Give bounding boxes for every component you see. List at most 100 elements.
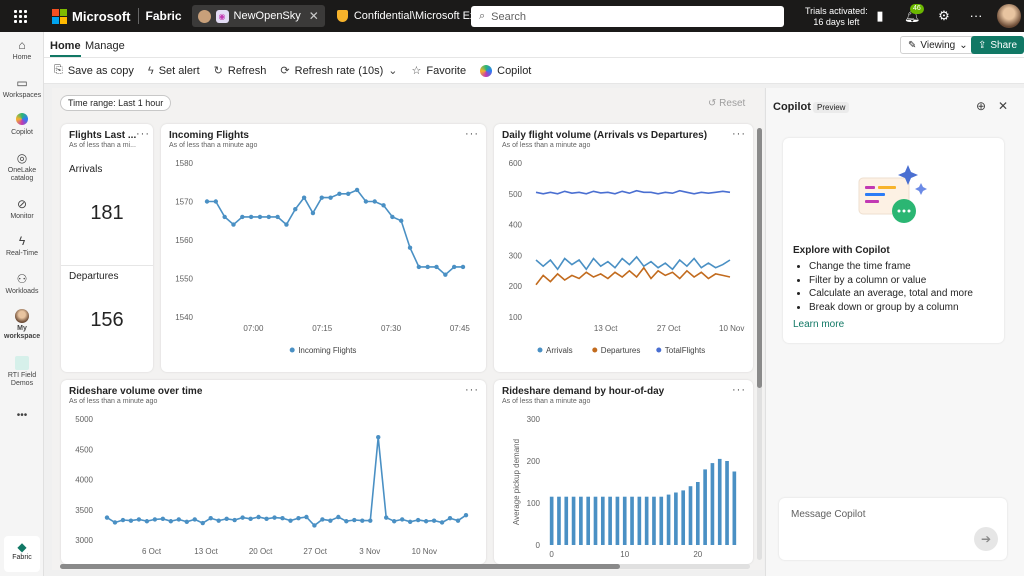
data-point [128,518,134,523]
trial-line1: Trials activated: [805,6,868,16]
trial-status[interactable]: Trials activated: 16 days left [805,6,868,28]
tile-menu-button[interactable]: ··· [732,384,746,396]
send-icon[interactable]: ➔ [974,527,998,551]
departures-label: Departures [69,271,119,282]
data-point [392,519,397,524]
rail-more-button[interactable]: ••• [16,410,28,421]
incoming-flights-tile[interactable]: Incoming Flights As of less than a minut… [161,124,486,372]
tile-subtitle: As of less than a minute ago [502,142,591,149]
bar [600,496,605,545]
save-as-copy-button[interactable]: ⎘ Save as copy [54,64,134,77]
data-point [280,516,285,521]
set-alert-button[interactable]: ϟ Set alert [148,65,200,77]
reset-button[interactable]: ↺ Reset [708,98,745,109]
x-tick-label: 07:00 [243,324,264,333]
refresh-button[interactable]: ↻ Refresh [214,64,267,78]
learn-more-link[interactable]: Learn more [793,319,845,330]
x-tick-label: 20 Oct [249,547,273,556]
rail-label: Home [12,54,32,61]
more-options-button[interactable]: ··· [969,8,983,23]
data-point [136,517,142,522]
daily-flight-volume-tile[interactable]: Daily flight volume (Arrivals vs Departu… [494,124,753,372]
refresh-rate-dropdown[interactable]: ⟳ Refresh rate (10s) ⌄ [280,64,397,78]
microsoft-logo[interactable]: Microsoft [52,8,131,24]
rail-item-workspaces[interactable]: ▭ Workspaces [0,76,44,100]
data-point [399,517,405,522]
share-button[interactable]: ⇪ Share [971,36,1024,54]
data-point [407,519,413,525]
fabric-switcher[interactable]: ◆ Fabric [4,536,40,572]
data-point [431,518,437,523]
data-point [310,210,316,216]
search-input[interactable]: ⌕ Search [471,6,784,27]
data-point [256,514,261,520]
preview-badge: Preview [813,102,850,113]
star-icon: ☆ [411,65,422,77]
y-tick-label: 5000 [75,415,93,424]
daily-flight-volume-chart: 600 500 400 300 200 100 13 Oct 27 Oct 10 Nov Arri… [509,159,745,355]
copilot-illustration-icon [858,165,927,223]
reset-icon: ↺ [708,98,717,109]
scrollbar-thumb[interactable] [60,564,620,569]
sensitivity-shield-icon [336,10,348,22]
tool-label: Refresh rate (10s) [294,64,384,77]
x-tick-label: 27 Oct [303,547,327,556]
x-tick-label: 20 [693,550,702,559]
data-point [407,245,413,250]
workloads-icon: ⚇ [16,272,28,286]
tab-home[interactable]: Home [50,40,81,57]
rail-label: Real-Time [5,250,39,257]
horizontal-scrollbar[interactable] [60,564,750,569]
y-tick-label: 1570 [175,198,193,207]
series-line [535,189,731,195]
close-icon[interactable]: ✕ [308,9,319,23]
y-tick-label: 0 [536,541,541,550]
data-point [363,199,369,204]
time-range-filter[interactable]: Time range: Last 1 hour [60,95,172,111]
rail-item-copilot[interactable]: Copilot [0,113,44,137]
viewing-mode-button[interactable]: ✎ Viewing ⌄ [900,36,976,54]
copilot-button[interactable]: Copilot [480,64,531,77]
app-launcher-button[interactable] [0,0,40,32]
data-point [257,214,263,220]
bar [557,496,561,545]
avatar[interactable] [997,4,1021,28]
flights-kpi-tile[interactable]: Flights Last ... As of less than a mi...… [61,124,153,372]
waffle-icon [13,9,27,23]
fabric-icon: ◆ [17,540,27,554]
rideshare-demand-tile[interactable]: Rideshare demand by hour-of-day As of le… [494,380,753,564]
bar [659,496,664,545]
suggestion-item: Calculate an average, total and more [809,287,973,301]
rail-item-onelake[interactable]: ◎ OneLake catalog [0,151,44,183]
close-icon[interactable]: ✕ [998,99,1009,113]
vertical-scrollbar[interactable] [757,128,762,560]
product-name[interactable]: Fabric [145,9,182,23]
data-point [337,191,342,196]
rail-item-realtime[interactable]: ϟ Real-Time [0,234,44,258]
copilot-icon [15,113,29,127]
open-item-tab[interactable]: ◉ NewOpenSky ✕ [191,5,325,27]
new-chat-icon[interactable]: ⊕ [976,99,987,113]
tile-menu-button[interactable]: ··· [732,128,746,140]
rail-item-home[interactable]: ⌂ Home [0,38,44,62]
rail-item-my-workspace[interactable]: My workspace [0,309,44,341]
tile-menu-button[interactable]: ··· [465,128,479,140]
panel-toggle-icon[interactable]: ▮ [876,8,884,23]
y-tick-label: 4500 [75,445,93,454]
data-point [376,434,381,440]
scrollbar-thumb[interactable] [757,128,762,388]
data-point [224,516,229,522]
rail-item-rti-demos[interactable]: RTI Field Demos [0,356,44,388]
tile-menu-button[interactable]: ··· [136,128,150,140]
tile-title: Rideshare volume over time [69,386,203,397]
data-point [415,517,421,523]
tile-menu-button[interactable]: ··· [465,384,479,396]
gear-icon[interactable]: ⚙ [938,8,950,23]
tab-manage[interactable]: Manage [85,40,125,52]
data-point [390,214,395,220]
rideshare-volume-tile[interactable]: Rideshare volume over time As of less th… [61,380,486,564]
favorite-button[interactable]: ☆ Favorite [411,64,467,78]
copilot-message-input[interactable]: Message Copilot ➔ [779,498,1007,560]
rail-item-monitor[interactable]: ⊘ Monitor [0,197,44,221]
rail-item-workloads[interactable]: ⚇ Workloads [0,272,44,296]
